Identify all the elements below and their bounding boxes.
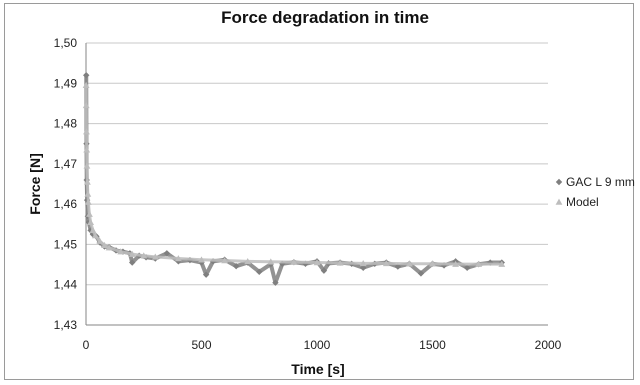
data-point bbox=[83, 162, 91, 169]
series-model bbox=[82, 81, 506, 267]
y-tick-label: 1,45 bbox=[54, 237, 78, 251]
chart-area bbox=[4, 3, 634, 380]
x-tick-label: 0 bbox=[83, 338, 90, 352]
data-point bbox=[101, 241, 108, 248]
y-tick-label: 1,48 bbox=[54, 117, 78, 131]
y-tick-label: 1,43 bbox=[54, 318, 78, 332]
data-point bbox=[382, 259, 390, 267]
legend-marker bbox=[555, 178, 563, 186]
y-tick-label: 1,44 bbox=[54, 278, 78, 292]
data-point bbox=[129, 259, 136, 266]
data-point bbox=[91, 232, 99, 239]
data-point bbox=[244, 257, 252, 265]
data-point bbox=[406, 260, 413, 267]
data-point bbox=[452, 260, 459, 267]
data-point bbox=[313, 259, 321, 266]
data-point bbox=[202, 271, 210, 278]
legend-marker bbox=[555, 198, 563, 205]
data-point bbox=[89, 226, 97, 234]
data-point bbox=[267, 258, 275, 265]
data-point bbox=[105, 244, 113, 251]
data-point bbox=[417, 270, 425, 277]
x-tick-labels: 0 500 1000 1500 2000 bbox=[83, 338, 562, 352]
y-tick-label: 1,47 bbox=[54, 157, 78, 171]
legend-label: GAC L 9 mm bbox=[566, 175, 635, 189]
data-point bbox=[82, 102, 90, 109]
plot-points bbox=[82, 72, 506, 286]
y-axis-title: Force [N] bbox=[27, 153, 43, 214]
data-point bbox=[89, 231, 97, 238]
data-point bbox=[463, 264, 471, 271]
data-point bbox=[290, 258, 298, 265]
data-point bbox=[128, 250, 136, 257]
data-point bbox=[272, 279, 279, 286]
x-axis-title: Time [s] bbox=[291, 361, 344, 377]
grid bbox=[86, 42, 548, 286]
data-point bbox=[82, 81, 90, 89]
legend: GAC L 9 mm Model bbox=[555, 175, 635, 209]
data-point bbox=[232, 262, 240, 270]
series-band bbox=[84, 83, 504, 266]
legend-label: Model bbox=[566, 195, 599, 209]
data-point bbox=[163, 250, 171, 257]
chart-title: Force degradation in time bbox=[221, 8, 429, 27]
data-point bbox=[83, 178, 91, 185]
y-tick-labels: 1,43 1,44 1,45 1,46 1,47 1,48 1,49 1,50 bbox=[54, 36, 78, 332]
data-point bbox=[151, 253, 159, 260]
x-tick-label: 1500 bbox=[419, 338, 446, 352]
data-point bbox=[83, 72, 90, 79]
data-point bbox=[96, 237, 104, 244]
data-point bbox=[359, 259, 367, 267]
x-tick-label: 500 bbox=[191, 338, 211, 352]
data-point bbox=[87, 218, 95, 225]
y-tick-label: 1,46 bbox=[54, 197, 78, 211]
data-point bbox=[475, 260, 483, 267]
x-tick-label: 1000 bbox=[304, 338, 331, 352]
data-point bbox=[84, 198, 92, 205]
data-point bbox=[336, 259, 344, 266]
data-point bbox=[360, 264, 367, 271]
data-point bbox=[498, 260, 506, 267]
data-point bbox=[221, 257, 228, 264]
data-point bbox=[320, 267, 328, 274]
data-point bbox=[140, 252, 148, 259]
data-point bbox=[84, 190, 92, 197]
data-point bbox=[175, 255, 182, 262]
y-tick-label: 1,50 bbox=[54, 36, 78, 50]
data-point bbox=[198, 256, 205, 263]
series-band bbox=[84, 73, 504, 285]
data-point bbox=[256, 268, 263, 276]
data-point bbox=[83, 146, 91, 153]
data-point bbox=[83, 128, 90, 135]
series-gac-l-9-mm bbox=[83, 72, 505, 286]
data-point bbox=[429, 260, 436, 267]
data-point bbox=[117, 248, 125, 255]
data-point bbox=[86, 210, 93, 217]
y-tick-label: 1,49 bbox=[54, 76, 78, 90]
x-tick-label: 2000 bbox=[535, 338, 562, 352]
